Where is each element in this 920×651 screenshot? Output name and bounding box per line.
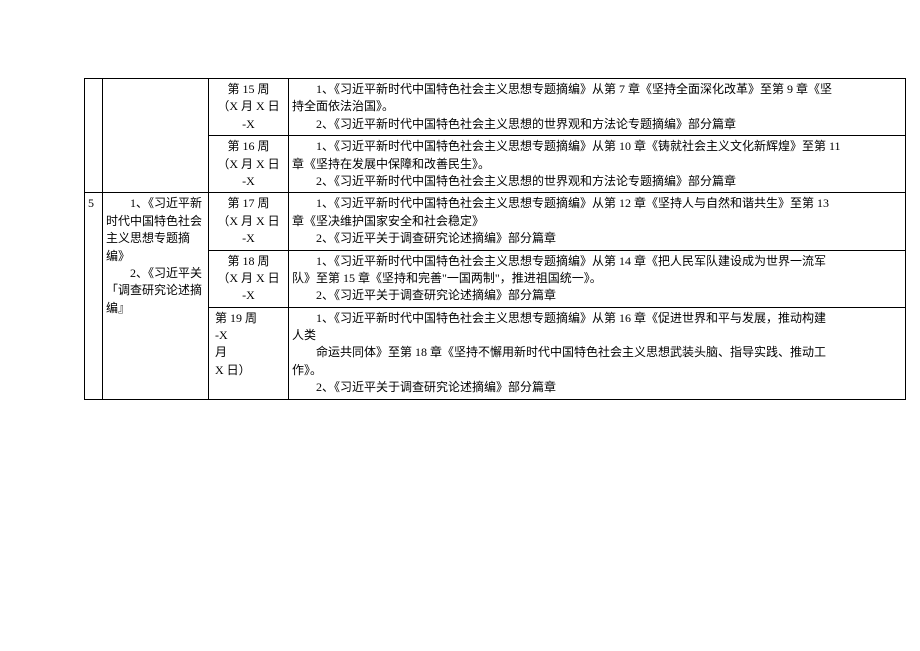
- desc-line: 队》至第 15 章《坚持和完善"一国两制"，推进祖国统一》。: [292, 271, 602, 285]
- desc-line: 章《坚持在发展中保障和改善民生》。: [292, 157, 490, 171]
- desc-line: 1、《习近平新时代中国特色社会主义思想专题摘编》从第 12 章《坚持人与自然和谐…: [292, 196, 829, 210]
- cell-desc: 1、《习近平新时代中国特色社会主义思想专题摘编》从第 10 章《铸就社会主义文化…: [289, 136, 906, 193]
- cell-desc: 1、《习近平新时代中国特色社会主义思想专题摘编》从第 12 章《坚持人与自然和谐…: [289, 193, 906, 250]
- cell-week: 第 17 周 （X 月 X 日 -X: [209, 193, 289, 250]
- cell-index: [85, 79, 103, 193]
- desc-line: 章《坚决维护国家安全和社会稳定》: [292, 214, 484, 228]
- cell-week: 第 16 周 （X 月 X 日 -X: [209, 136, 289, 193]
- cell-week: 第 19 周 -X 月 X 日）: [209, 307, 289, 399]
- cell-desc: 1、《习近平新时代中国特色社会主义思想专题摘编》从第 14 章《把人民军队建设成…: [289, 250, 906, 307]
- cell-desc: 1、《习近平新时代中国特色社会主义思想专题摘编》从第 16 章《促进世界和平与发…: [289, 307, 906, 399]
- desc-line: 作》。: [292, 363, 322, 377]
- desc-line: 2、《习近平新时代中国特色社会主义思想的世界观和方法论专题摘编》部分篇章: [292, 174, 736, 188]
- cell-index: 5: [85, 193, 103, 399]
- desc-line: 1、《习近平新时代中国特色社会主义思想专题摘编》从第 16 章《促进世界和平与发…: [292, 311, 826, 325]
- desc-line: 命运共同体》至第 18 章《坚持不懈用新时代中国特色社会主义思想武装头脑、指导实…: [292, 345, 826, 359]
- table-row: 5 1、《习近平新时代中国特色社会主义思想专题摘编》 2、《习近平关「调查研究论…: [85, 193, 906, 250]
- desc-line: 持全面依法治国》。: [292, 99, 394, 113]
- cell-books: [103, 79, 209, 193]
- desc-line: 2、《习近平关于调查研究论述摘编》部分篇章: [292, 288, 556, 302]
- cell-week: 第 15 周 （X 月 X 日 -X: [209, 79, 289, 136]
- cell-desc: 1、《习近平新时代中国特色社会主义思想专题摘编》从第 7 章《坚持全面深化改革》…: [289, 79, 906, 136]
- desc-line: 1、《习近平新时代中国特色社会主义思想专题摘编》从第 7 章《坚持全面深化改革》…: [292, 82, 832, 96]
- desc-line: 2、《习近平新时代中国特色社会主义思想的世界观和方法论专题摘编》部分篇章: [292, 117, 736, 131]
- table-row: 第 19 周 -X 月 X 日） 1、《习近平新时代中国特色社会主义思想专题摘编…: [85, 307, 906, 399]
- table-row: 第 16 周 （X 月 X 日 -X 1、《习近平新时代中国特色社会主义思想专题…: [85, 136, 906, 193]
- desc-line: 2、《习近平关于调查研究论述摘编》部分篇章: [292, 231, 556, 245]
- desc-line: 2、《习近平关于调查研究论述摘编》部分篇章: [292, 380, 556, 394]
- schedule-table: 第 15 周 （X 月 X 日 -X 1、《习近平新时代中国特色社会主义思想专题…: [84, 78, 906, 400]
- desc-line: 1、《习近平新时代中国特色社会主义思想专题摘编》从第 14 章《把人民军队建设成…: [292, 254, 826, 268]
- desc-line: 人类: [292, 328, 316, 342]
- table-row: 第 18 周 （X 月 X 日 -X 1、《习近平新时代中国特色社会主义思想专题…: [85, 250, 906, 307]
- desc-line: 1、《习近平新时代中国特色社会主义思想专题摘编》从第 10 章《铸就社会主义文化…: [292, 139, 841, 153]
- cell-week: 第 18 周 （X 月 X 日 -X: [209, 250, 289, 307]
- table-row: 第 15 周 （X 月 X 日 -X 1、《习近平新时代中国特色社会主义思想专题…: [85, 79, 906, 136]
- cell-books: 1、《习近平新时代中国特色社会主义思想专题摘编》 2、《习近平关「调查研究论述摘…: [103, 193, 209, 399]
